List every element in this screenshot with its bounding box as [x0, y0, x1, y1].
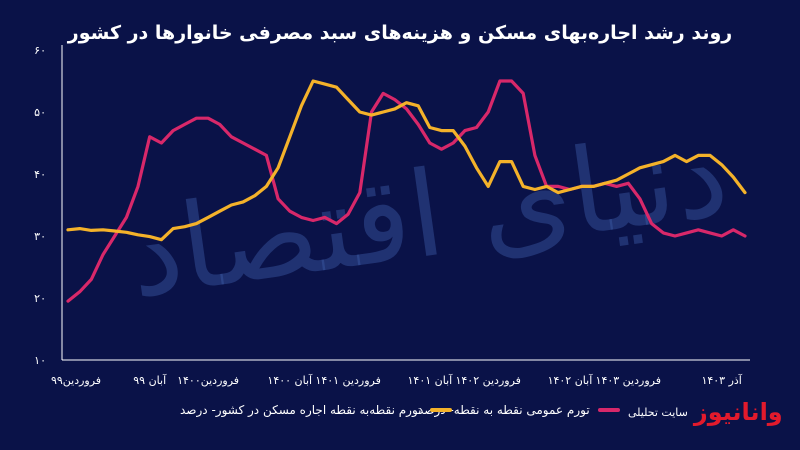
- brand-logo: وانانیوز: [693, 398, 783, 426]
- x-tick-label: آبان ۹۹: [133, 373, 167, 387]
- legend-label-rent-inflation: تورم نقطه‌به نقطه اجاره مسکن در کشور- در…: [180, 403, 422, 417]
- x-tick-label: آبان ۱۴۰۱: [408, 373, 454, 387]
- legend-item-rent-inflation: تورم نقطه‌به نقطه اجاره مسکن در کشور- در…: [180, 403, 452, 417]
- legend-item-general-inflation: تورم عمومی نقطه به نقطه- درصد: [418, 403, 620, 417]
- legend-label-general-inflation: تورم عمومی نقطه به نقطه- درصد: [418, 403, 590, 417]
- y-tick-label: ۲۰: [34, 292, 46, 305]
- brand-block: وانانیوز سایت تحلیلی: [628, 398, 783, 426]
- y-tick-label: ۱۰: [34, 354, 46, 367]
- brand-subtitle: سایت تحلیلی: [628, 405, 688, 419]
- y-tick-label: ۶۰: [34, 44, 46, 57]
- x-tick-label: فروردین ۱۴۰۳: [596, 374, 661, 387]
- y-tick-label: ۵۰: [34, 106, 46, 119]
- x-tick-label: فروردین ۱۴۰۱: [315, 374, 380, 387]
- x-tick-label: فروردین ۱۴۰۲: [455, 374, 520, 387]
- chart-title: روند رشد اجاره‌بهای مسکن و هزینه‌های سبد…: [67, 22, 733, 44]
- x-tick-label: فروردین۹۹: [51, 374, 101, 387]
- series-line-rent-inflation: [66, 79, 747, 242]
- x-tick-label: آبان ۱۴۰۲: [548, 373, 594, 387]
- y-tick-label: ۳۰: [34, 230, 46, 243]
- x-tick-label: فروردین۱۴۰۰: [177, 374, 239, 387]
- legend-swatch-rent-inflation: [429, 408, 452, 412]
- x-tick-label: آبان ۱۴۰۰: [267, 373, 313, 387]
- x-tick-label: آذر ۱۴۰۳: [701, 373, 742, 387]
- legend-swatch-general-inflation: [597, 408, 620, 412]
- y-tick-label: ۴۰: [34, 168, 46, 181]
- series-line-general-inflation: [66, 79, 747, 303]
